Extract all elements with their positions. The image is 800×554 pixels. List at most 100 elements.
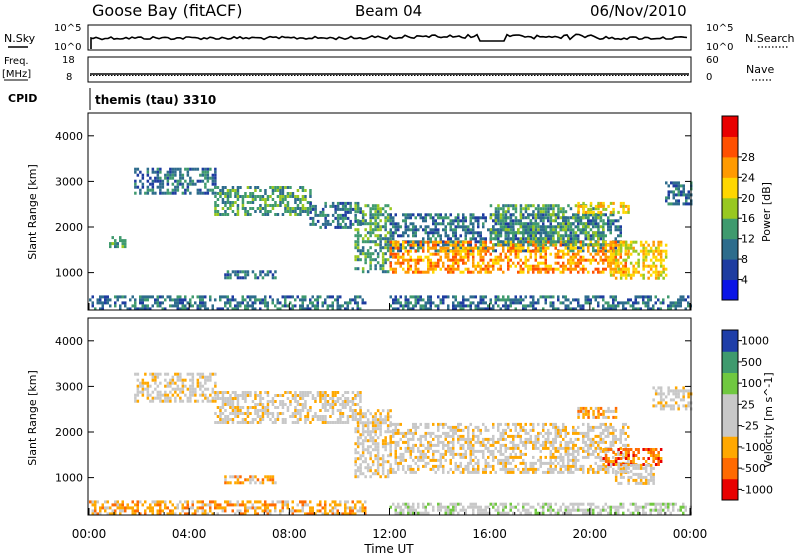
scatter-cell-0-8 xyxy=(492,258,495,262)
scatter-cell-0-9 xyxy=(599,225,603,229)
scatter-cell-1-1 xyxy=(239,409,242,412)
scatter-cell-0-10 xyxy=(652,270,655,274)
scatter-cell-0-4 xyxy=(361,301,364,305)
scatter-cell-0-6 xyxy=(384,204,387,208)
scatter-cell-0-6 xyxy=(366,255,370,259)
scatter-cell-0-6 xyxy=(376,255,380,259)
scatter-cell-1-3 xyxy=(309,500,312,504)
scatter-cell-0-2 xyxy=(349,219,352,223)
scatter-cell-0-1 xyxy=(264,213,267,216)
scatter-cell-0-2 xyxy=(331,213,335,217)
scatter-cell-1-0 xyxy=(209,378,212,382)
scatter-cell-0-13 xyxy=(612,304,615,308)
scatter-cell-1-5 xyxy=(484,470,487,474)
scatter-cell-1-3 xyxy=(139,500,142,504)
scatter-cell-1-5 xyxy=(534,470,537,474)
scatter-cell-0-8 xyxy=(454,261,457,265)
scatter-cell-0-4 xyxy=(139,307,142,311)
scatter-cell-1-0 xyxy=(196,378,200,382)
scatter-cell-0-4 xyxy=(186,307,189,311)
scatter-cell-0-6 xyxy=(374,222,377,226)
scatter-cell-0-11 xyxy=(612,201,615,205)
scatter-cell-0-10 xyxy=(652,252,655,256)
scatter-cell-1-5 xyxy=(487,440,490,444)
scatter-cell-0-8 xyxy=(562,252,565,256)
scatter-cell-0-2 xyxy=(334,204,337,208)
scatter-cell-0-8 xyxy=(569,255,572,259)
scatter-cell-0-9 xyxy=(564,231,568,235)
scatter-cell-0-3 xyxy=(246,273,250,277)
scatter-cell-1-5 xyxy=(524,440,527,444)
scatter-cell-1-5 xyxy=(442,470,445,474)
scatter-cell-1-4 xyxy=(361,439,365,443)
scatter-cell-1-4 xyxy=(384,439,387,443)
scatter-cell-0-10 xyxy=(634,267,638,271)
scatter-cell-1-1 xyxy=(304,421,307,424)
scatter-cell-0-10 xyxy=(637,252,640,256)
scatter-cell-0-12 xyxy=(682,202,685,206)
scatter-cell-0-9 xyxy=(507,216,510,220)
scatter-cell-1-5 xyxy=(529,464,532,468)
scatter-cell-0-4 xyxy=(141,307,144,311)
scatter-cell-1-3 xyxy=(351,509,354,513)
scatter-cell-0-7 xyxy=(424,228,427,232)
scatter-cell-0-8 xyxy=(529,255,532,259)
scatter-cell-0-13 xyxy=(459,301,462,305)
scatter-cell-0-8 xyxy=(429,258,432,262)
scatter-cell-0-0 xyxy=(146,191,150,195)
scatter-cell-0-6 xyxy=(364,234,367,238)
scatter-cell-0-10 xyxy=(617,243,620,247)
scatter-cell-1-3 xyxy=(159,506,162,510)
scatter-cell-1-4 xyxy=(374,412,377,416)
scatter-cell-1-4 xyxy=(354,448,357,452)
scatter-cell-1-4 xyxy=(361,430,365,434)
scatter-cell-0-13 xyxy=(402,304,405,308)
scatter-cell-0-9 xyxy=(499,225,503,229)
scatter-cell-0-7 xyxy=(477,240,480,244)
scatter-cell-1-4 xyxy=(384,442,387,446)
scatter-cell-0-12 xyxy=(680,193,683,197)
scatter-cell-1-5 xyxy=(547,440,550,444)
scatter-cell-0-3 xyxy=(224,276,227,280)
scatter-cell-1-0 xyxy=(201,399,205,403)
scatter-cell-0-7 xyxy=(417,249,420,253)
scatter-cell-0-2 xyxy=(349,225,352,229)
scatter-cell-0-4 xyxy=(326,307,329,311)
scatter-cell-1-4 xyxy=(356,412,360,416)
scatter-cell-0-12 xyxy=(667,184,670,188)
scatter-cell-1-5 xyxy=(434,443,437,447)
scatter-cell-0-7 xyxy=(409,216,412,220)
scatter-cell-0-4 xyxy=(166,295,169,299)
scatter-cell-1-3 xyxy=(94,509,97,513)
scatter-cell-1-3 xyxy=(226,500,229,504)
scatter-cell-1-5 xyxy=(512,449,515,453)
scatter-cell-0-7 xyxy=(434,213,437,217)
scatter-cell-1-4 xyxy=(356,418,360,422)
scatter-cell-0-13 xyxy=(634,307,637,311)
scatter-cell-0-7 xyxy=(432,234,435,238)
scatter-cell-1-4 xyxy=(381,463,385,467)
scatter-cell-0-6 xyxy=(374,267,377,271)
scatter-cell-0-1 xyxy=(304,210,307,213)
scatter-cell-1-4 xyxy=(389,469,392,473)
scatter-cell-0-11 xyxy=(627,210,630,214)
scatter-cell-1-5 xyxy=(532,422,535,426)
scatter-cell-0-8 xyxy=(452,264,455,268)
scatter-cell-0-9 xyxy=(539,216,543,220)
scatter-cell-0-8 xyxy=(509,240,512,244)
scatter-cell-0-13 xyxy=(412,295,415,299)
scatter-cell-1-5 xyxy=(462,452,465,456)
scatter-cell-0-9 xyxy=(492,225,495,229)
scatter-cell-0-9 xyxy=(582,231,585,235)
scatter-cell-0-13 xyxy=(657,307,660,311)
scatter-cell-0-12 xyxy=(672,202,675,206)
scatter-cell-0-4 xyxy=(126,307,129,311)
scatter-cell-0-4 xyxy=(196,304,199,308)
scatter-cell-0-6 xyxy=(386,270,390,274)
scatter-cell-0-6 xyxy=(379,219,382,223)
scatter-cell-0-8 xyxy=(574,264,577,268)
scatter-cell-0-0 xyxy=(146,185,150,189)
scatter-cell-0-9 xyxy=(519,231,523,235)
scatter-cell-1-1 xyxy=(331,400,335,403)
scatter-cell-1-4 xyxy=(361,460,365,464)
